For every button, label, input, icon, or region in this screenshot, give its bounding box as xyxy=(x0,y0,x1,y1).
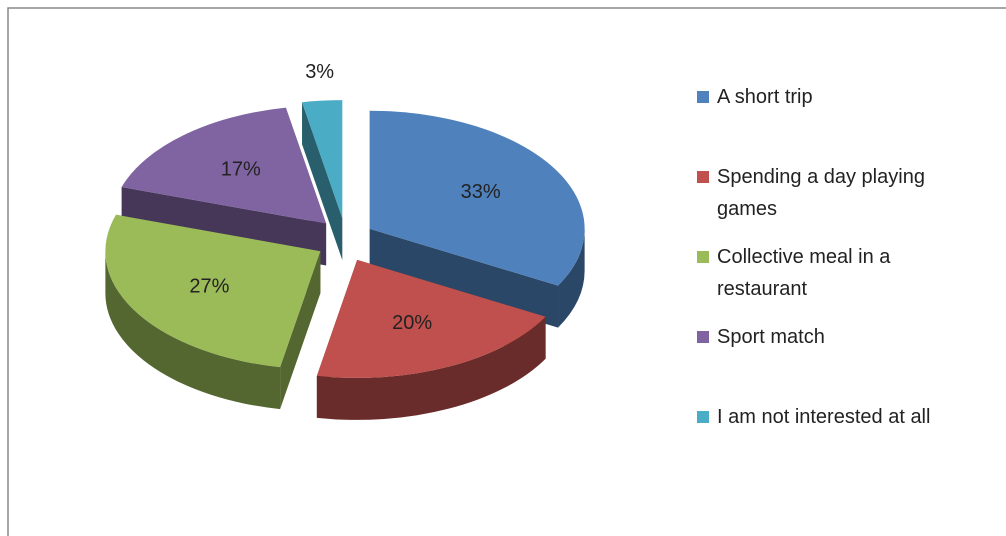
legend-swatch xyxy=(697,331,709,343)
legend-label: Collective meal in a restaurant xyxy=(717,246,891,300)
slice-side xyxy=(558,228,585,328)
slice-group xyxy=(105,214,321,410)
slice xyxy=(316,259,546,378)
slice xyxy=(105,214,321,368)
slice-group xyxy=(316,259,546,420)
data-label: 3% xyxy=(305,61,334,83)
legend-item: Spending a day playing games xyxy=(697,161,977,225)
slice-side xyxy=(369,228,559,328)
legend-item: Sport match xyxy=(697,321,1006,353)
legend-swatch xyxy=(697,411,709,423)
legend-swatch xyxy=(697,251,709,263)
data-label: 27% xyxy=(189,276,229,298)
legend-item: A short trip xyxy=(697,81,1006,113)
slice-group xyxy=(369,110,585,328)
slice xyxy=(369,110,585,286)
legend-label: Sport match xyxy=(717,326,825,348)
legend-label: Spending a day playing games xyxy=(717,166,925,220)
data-label: 33% xyxy=(461,181,501,203)
legend-label: A short trip xyxy=(717,86,813,108)
legend-item: I am not interested at all xyxy=(697,401,1006,433)
slice-group xyxy=(302,100,343,261)
data-label: 17% xyxy=(221,159,261,181)
data-label: 20% xyxy=(392,312,432,334)
slice xyxy=(121,107,327,224)
legend-swatch xyxy=(697,171,709,183)
slice-side xyxy=(316,316,546,420)
legend-item: Collective meal in a restaurant xyxy=(697,241,977,305)
slice-side xyxy=(105,251,281,410)
slice-side xyxy=(302,102,343,261)
legend-swatch xyxy=(697,91,709,103)
legend-label: I am not interested at all xyxy=(717,406,931,428)
slice xyxy=(302,100,343,219)
